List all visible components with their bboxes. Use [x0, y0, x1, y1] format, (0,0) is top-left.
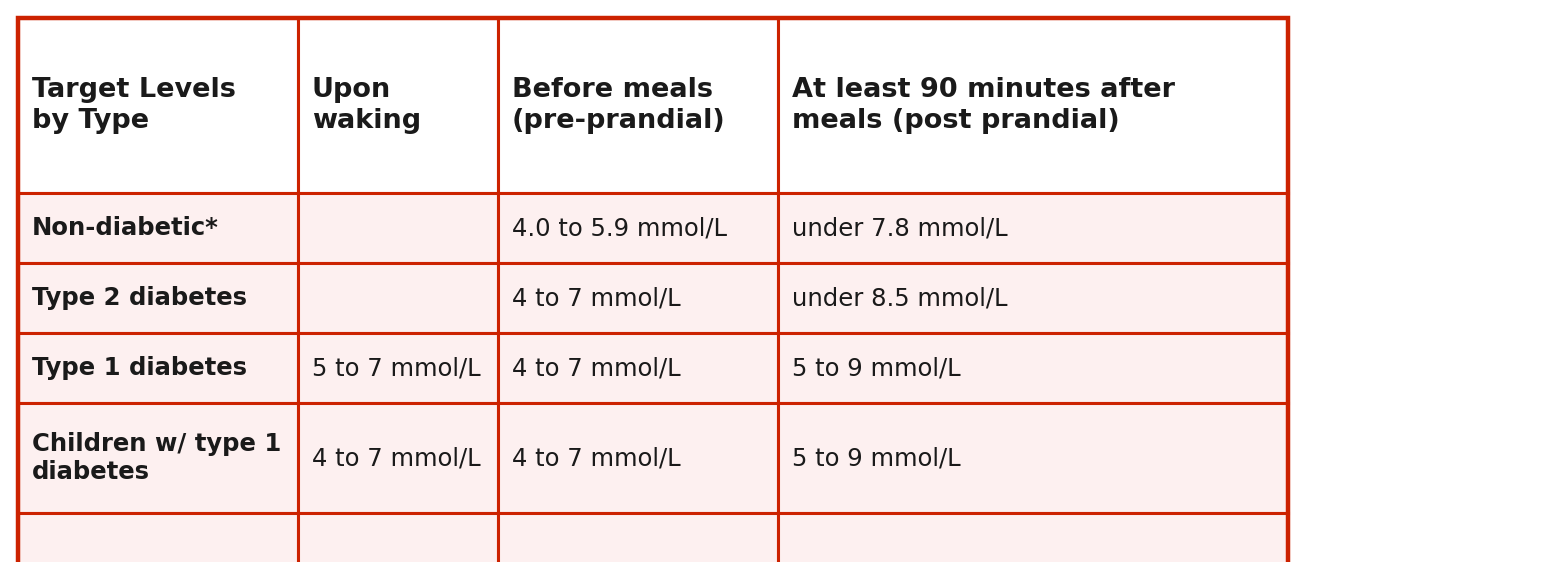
Bar [778, 193, 1288, 263]
Text: At least 90 minutes after
meals (post prandial): At least 90 minutes after meals (post pr… [792, 77, 1175, 134]
Text: Type 1 diabetes: Type 1 diabetes [33, 356, 247, 380]
Bar [19, 513, 298, 562]
Bar [778, 18, 1288, 193]
Bar [498, 513, 778, 562]
Bar [498, 263, 778, 333]
Bar [498, 333, 778, 403]
Text: 4 to 7 mmol/L: 4 to 7 mmol/L [512, 356, 681, 380]
Text: under 7.8 mmol/L: under 7.8 mmol/L [792, 216, 1007, 240]
Bar [778, 403, 1288, 513]
Text: 5 to 9 mmol/L: 5 to 9 mmol/L [792, 356, 961, 380]
Bar [298, 333, 498, 403]
Bar [19, 263, 298, 333]
Text: Children w/ type 1
diabetes: Children w/ type 1 diabetes [33, 432, 281, 484]
Bar [778, 513, 1288, 562]
Text: 5 to 7 mmol/L: 5 to 7 mmol/L [312, 356, 481, 380]
Bar [778, 333, 1288, 403]
Text: 4 to 7 mmol/L: 4 to 7 mmol/L [512, 446, 681, 470]
Text: Upon
waking: Upon waking [312, 77, 421, 134]
Bar [498, 193, 778, 263]
Bar [19, 18, 298, 193]
Text: Type 2 diabetes: Type 2 diabetes [33, 286, 247, 310]
Bar [19, 18, 1288, 562]
Text: 4 to 7 mmol/L: 4 to 7 mmol/L [512, 286, 681, 310]
Bar [19, 193, 298, 263]
Text: Non-diabetic*: Non-diabetic* [33, 216, 219, 240]
Bar [19, 403, 298, 513]
Text: Before meals
(pre-prandial): Before meals (pre-prandial) [512, 77, 726, 134]
Bar [298, 193, 498, 263]
Text: 5 to 9 mmol/L: 5 to 9 mmol/L [792, 446, 961, 470]
Bar [498, 18, 778, 193]
Bar [778, 263, 1288, 333]
Bar [298, 18, 498, 193]
Bar [298, 263, 498, 333]
Text: 4.0 to 5.9 mmol/L: 4.0 to 5.9 mmol/L [512, 216, 726, 240]
Bar [298, 403, 498, 513]
Bar [19, 333, 298, 403]
Text: under 8.5 mmol/L: under 8.5 mmol/L [792, 286, 1007, 310]
Text: Target Levels
by Type: Target Levels by Type [33, 77, 236, 134]
Bar [298, 513, 498, 562]
Text: 4 to 7 mmol/L: 4 to 7 mmol/L [312, 446, 481, 470]
Bar [498, 403, 778, 513]
